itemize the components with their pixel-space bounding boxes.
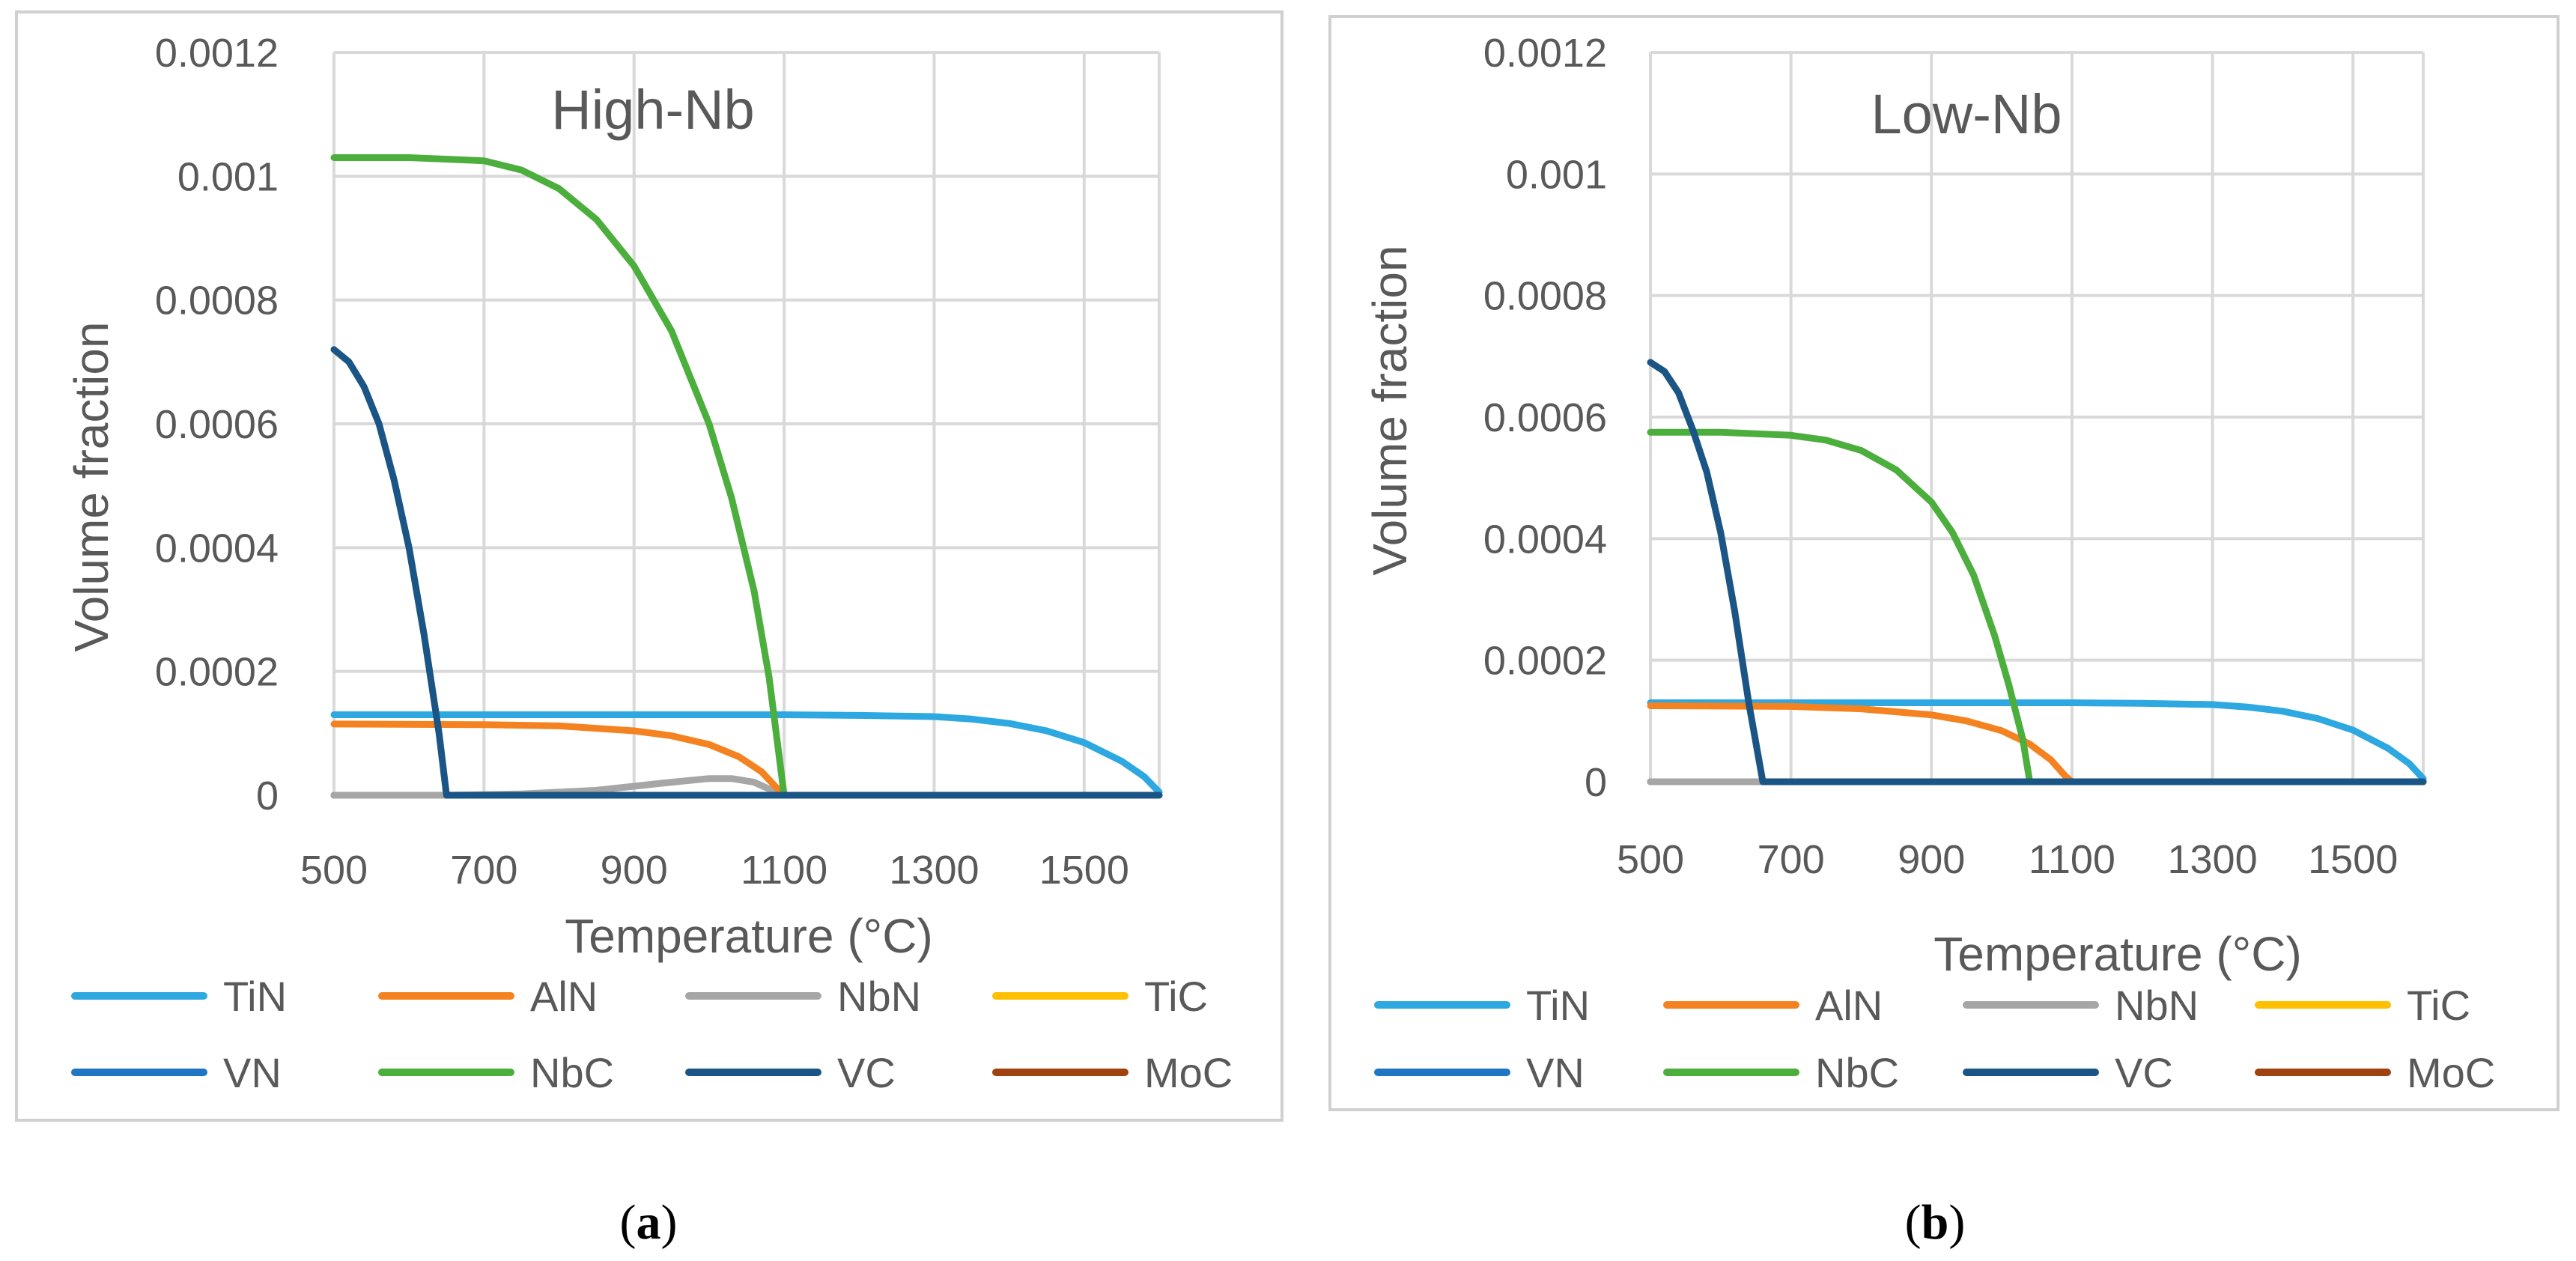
x-tick-label: 1500 (2308, 837, 2398, 882)
caption-a-letter: a (637, 1195, 661, 1250)
x-tick-label: 1300 (2167, 837, 2257, 882)
gridlines (1649, 51, 2425, 783)
y-axis-title: Volume fraction (1363, 245, 1417, 575)
series-lines (1647, 359, 2427, 786)
caption-a: (a) (620, 1195, 678, 1250)
x-tick-label: 500 (1617, 837, 1684, 882)
x-tick-label: 1300 (889, 848, 979, 893)
y-tick-label: 0.0002 (1483, 639, 1607, 684)
chart-title: Low-Nb (1871, 83, 2062, 145)
legend-label-aln: AlN (1815, 982, 1883, 1029)
x-tick-label: 1500 (1039, 848, 1129, 893)
legend-label-vn: VN (223, 1049, 282, 1096)
legend-label-aln: AlN (530, 973, 598, 1020)
legend-label-vc: VC (837, 1049, 896, 1096)
legend-label-tic: TiC (2407, 982, 2470, 1029)
x-tick-label: 500 (300, 848, 368, 893)
y-tick-label: 0 (1585, 760, 1607, 805)
y-tick-label: 0.0006 (155, 402, 279, 447)
series-vc-line (1647, 359, 2427, 786)
legend-label-tic: TiC (1144, 973, 1208, 1020)
legend-label-tin: TiN (1526, 982, 1590, 1029)
legend: TiN AlN NbN TiC VN NbC VC MoC (1374, 982, 2495, 1096)
y-tick-labels: 0 0.0002 0.0004 0.0006 0.0008 0.001 0.0012 (155, 31, 279, 818)
series-tin-line (1647, 699, 2427, 783)
y-tick-label: 0.001 (1506, 152, 1607, 197)
y-axis-title: Volume fraction (64, 321, 118, 651)
y-tick-label: 0.0002 (155, 650, 279, 695)
y-tick-label: 0.0012 (155, 31, 279, 76)
x-tick-labels: 500 700 900 1100 1300 1500 (300, 848, 1129, 893)
series-vc-line (330, 346, 1163, 799)
legend-label-nbc: NbC (1815, 1049, 1899, 1096)
y-tick-label: 0.001 (177, 154, 279, 199)
y-tick-label: 0 (256, 774, 279, 818)
x-tick-label: 1100 (741, 848, 827, 893)
series-nbc-line (330, 154, 788, 799)
x-axis-title: Temperature (°C) (565, 909, 933, 963)
legend: TiN AlN NbN TiC VN NbC VC MoC (71, 973, 1233, 1096)
y-tick-label: 0.0004 (155, 526, 279, 571)
legend-label-nbc: NbC (530, 1049, 614, 1096)
y-tick-labels: 0 0.0002 0.0004 0.0006 0.0008 0.001 0.0012 (1483, 31, 1607, 805)
x-tick-label: 700 (450, 848, 517, 893)
x-tick-label: 1100 (2029, 837, 2115, 882)
series-nbc-line (1647, 428, 2034, 786)
panel-high-nb: 0 0.0002 0.0004 0.0006 0.0008 0.001 0.0012 500… (15, 10, 1284, 1122)
x-tick-labels: 500 700 900 1100 1300 1500 (1617, 837, 2398, 882)
x-tick-label: 700 (1758, 837, 1825, 882)
x-axis-title: Temperature (°C) (1933, 927, 2302, 981)
x-tick-label: 900 (601, 848, 668, 893)
y-tick-label: 0.0008 (155, 279, 279, 323)
y-tick-label: 0.0004 (1483, 517, 1607, 562)
y-tick-label: 0.0006 (1483, 395, 1607, 440)
y-tick-label: 0.0008 (1483, 274, 1607, 319)
series-lines (330, 154, 1163, 799)
legend-label-nbn: NbN (837, 973, 921, 1020)
series-aln-line (1647, 702, 2076, 786)
chart-title: High-Nb (551, 79, 754, 141)
legend-label-vn: VN (1526, 1049, 1585, 1096)
caption-b-letter: b (1922, 1195, 1949, 1250)
x-tick-label: 900 (1898, 837, 1965, 882)
panel-frame (15, 10, 1284, 1122)
legend-label-moc: MoC (2407, 1049, 2495, 1096)
series-aln-line (330, 720, 788, 799)
legend-label-moc: MoC (1144, 1049, 1233, 1096)
legend-label-nbn: NbN (2115, 982, 2199, 1029)
legend-label-vc: VC (2115, 1049, 2173, 1096)
series-tin-line (330, 711, 1163, 796)
y-tick-label: 0.0012 (1483, 31, 1607, 76)
legend-label-tin: TiN (223, 973, 287, 1020)
caption-b: (b) (1905, 1195, 1966, 1250)
panel-low-nb: 0 0.0002 0.0004 0.0006 0.0008 0.001 0.0012 500… (1328, 15, 2560, 1111)
